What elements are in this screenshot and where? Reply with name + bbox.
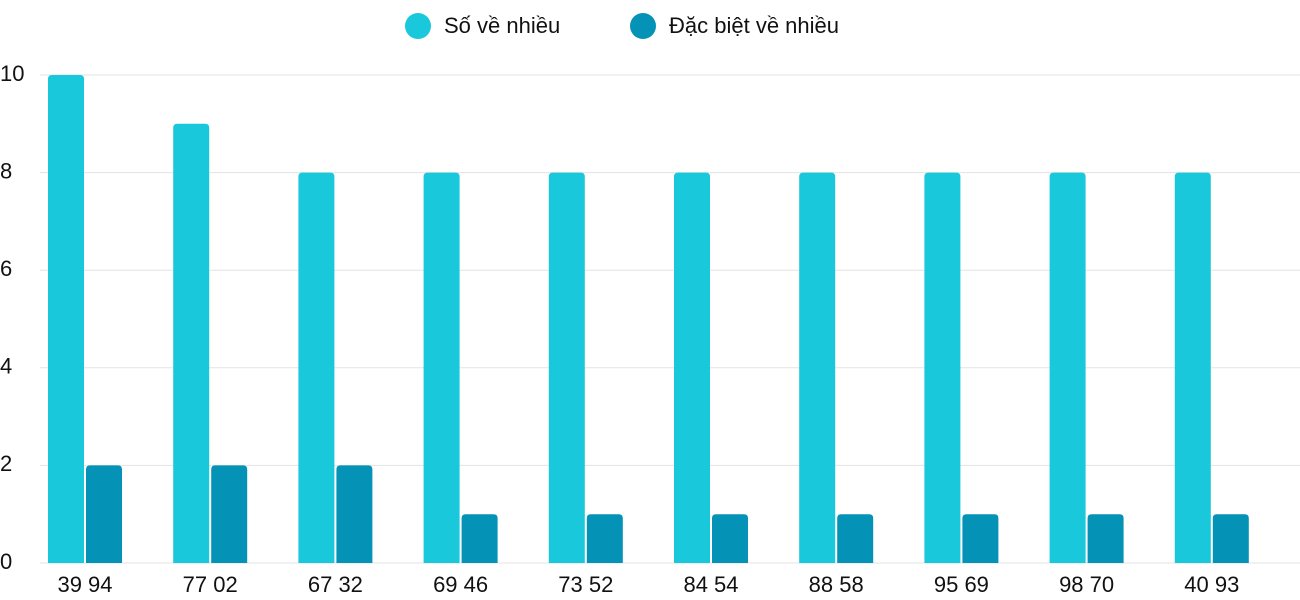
bar — [423, 172, 460, 563]
bar — [962, 514, 999, 563]
bar — [837, 514, 874, 563]
x-tick-label: 95 69 — [934, 572, 989, 597]
x-tick-label: 84 54 — [683, 572, 738, 597]
bar — [586, 514, 623, 563]
bar — [1049, 172, 1086, 563]
x-tick-label: 67 32 — [308, 572, 363, 597]
x-tick-label: 88 58 — [809, 572, 864, 597]
x-tick-label: 77 02 — [183, 572, 238, 597]
bar — [1087, 514, 1124, 563]
bar — [1174, 172, 1211, 563]
bar — [799, 172, 836, 563]
x-tick-label: 98 70 — [1059, 572, 1114, 597]
legend-marker — [405, 13, 431, 39]
bar — [924, 172, 961, 563]
bar — [674, 172, 710, 563]
x-tick-label: 69 46 — [433, 572, 488, 597]
y-tick-label: 0 — [0, 549, 12, 574]
y-tick-label: 6 — [0, 256, 12, 281]
x-tick-label: 40 93 — [1184, 572, 1239, 597]
y-tick-label: 4 — [0, 354, 12, 379]
y-tick-label: 8 — [0, 158, 12, 183]
bar — [298, 172, 335, 563]
legend-marker — [630, 13, 656, 39]
bar — [48, 75, 84, 563]
y-tick-label: 2 — [0, 451, 12, 476]
bar — [1212, 514, 1249, 563]
bar — [173, 123, 210, 564]
legend-label: Số về nhiều — [444, 13, 560, 38]
x-tick-label: 73 52 — [558, 572, 613, 597]
legend-label: Đặc biệt về nhiều — [669, 13, 839, 38]
bar — [211, 465, 248, 563]
bar — [461, 514, 498, 563]
y-tick-label: 10 — [0, 61, 24, 86]
bar — [712, 514, 748, 563]
bar — [548, 172, 585, 563]
x-tick-label: 39 94 — [57, 572, 112, 597]
bar — [336, 465, 373, 563]
bar — [86, 465, 122, 563]
